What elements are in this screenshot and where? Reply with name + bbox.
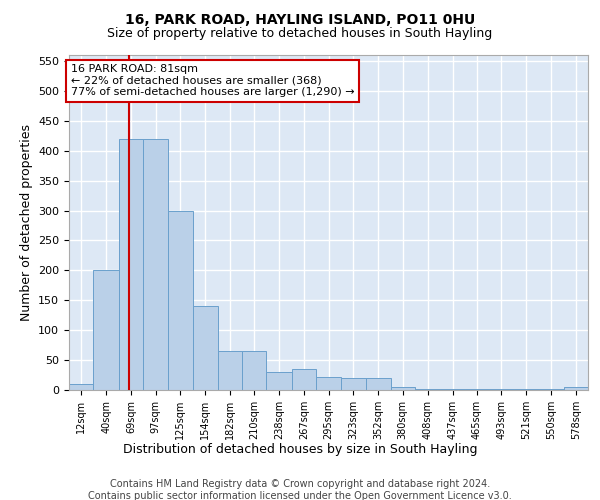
Text: Contains public sector information licensed under the Open Government Licence v3: Contains public sector information licen… [88,491,512,500]
Bar [465,389,489,390]
Bar [143,138,168,390]
Bar [415,389,440,390]
Bar [489,389,514,390]
Bar [366,378,391,390]
Bar [242,351,266,390]
Bar [119,138,143,390]
Bar [563,387,588,390]
Bar [316,377,341,390]
Bar [168,210,193,390]
Bar [193,306,218,390]
Bar [94,270,119,390]
Bar [266,372,292,390]
Bar [218,351,242,390]
Bar [69,384,94,390]
Text: 16 PARK ROAD: 81sqm
← 22% of detached houses are smaller (368)
77% of semi-detac: 16 PARK ROAD: 81sqm ← 22% of detached ho… [71,64,355,97]
Bar [292,369,316,390]
Bar [440,389,465,390]
Bar [539,389,563,390]
Text: Contains HM Land Registry data © Crown copyright and database right 2024.: Contains HM Land Registry data © Crown c… [110,479,490,489]
Text: Distribution of detached houses by size in South Hayling: Distribution of detached houses by size … [123,442,477,456]
Bar [341,378,366,390]
Y-axis label: Number of detached properties: Number of detached properties [20,124,32,321]
Text: Size of property relative to detached houses in South Hayling: Size of property relative to detached ho… [107,28,493,40]
Text: 16, PARK ROAD, HAYLING ISLAND, PO11 0HU: 16, PARK ROAD, HAYLING ISLAND, PO11 0HU [125,12,475,26]
Bar [514,389,539,390]
Bar [391,387,415,390]
